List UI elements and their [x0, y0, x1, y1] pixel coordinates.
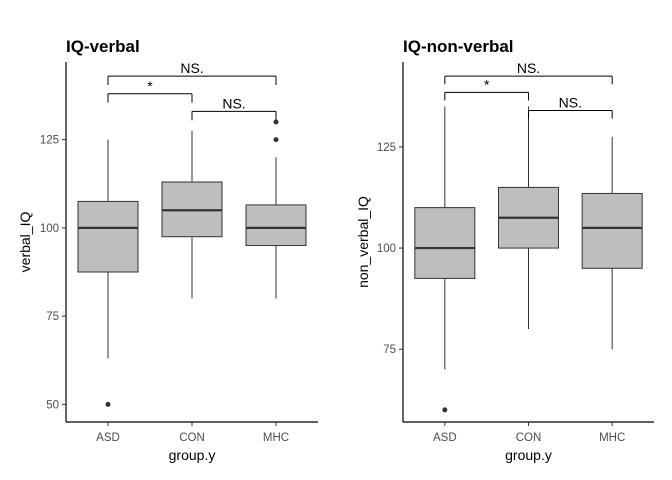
panel-title: IQ-non-verbal: [403, 37, 514, 56]
box-asd: [414, 207, 476, 279]
x-tick-label: MHC: [263, 432, 289, 444]
box-mhc: [581, 192, 643, 269]
y-axis-title: verbal_IQ: [17, 212, 33, 273]
x-tick-label: CON: [179, 432, 205, 444]
x-axis-title: group.y: [169, 447, 216, 463]
y-axis-title: non_verbal_IQ: [355, 196, 371, 288]
outlier-point: [442, 407, 448, 413]
panel-title: IQ-verbal: [66, 37, 140, 56]
y-tick-label: 100: [40, 223, 59, 235]
significance-label: NS.: [559, 95, 582, 111]
significance-label: *: [484, 76, 490, 92]
y-tick-label: 75: [383, 344, 396, 356]
x-tick-label: MHC: [599, 432, 625, 444]
significance-label: NS.: [222, 95, 245, 111]
x-tick-label: ASD: [96, 432, 120, 444]
significance-label: *: [147, 78, 153, 94]
outlier-point: [273, 137, 279, 143]
x-axis-title: group.y: [505, 447, 552, 463]
outlier-point: [105, 401, 111, 407]
box-mhc: [245, 204, 307, 247]
y-tick-label: 50: [46, 399, 59, 411]
y-tick-label: 100: [377, 243, 396, 255]
x-tick-label: ASD: [433, 432, 457, 444]
y-tick-label: 125: [40, 135, 59, 147]
x-tick-label: CON: [516, 432, 542, 444]
significance-label: NS.: [517, 60, 540, 76]
outlier-point: [273, 119, 279, 125]
y-tick-label: 125: [377, 142, 396, 154]
significance-label: NS.: [180, 60, 203, 76]
y-tick-label: 75: [46, 311, 59, 323]
box-asd: [77, 200, 139, 273]
